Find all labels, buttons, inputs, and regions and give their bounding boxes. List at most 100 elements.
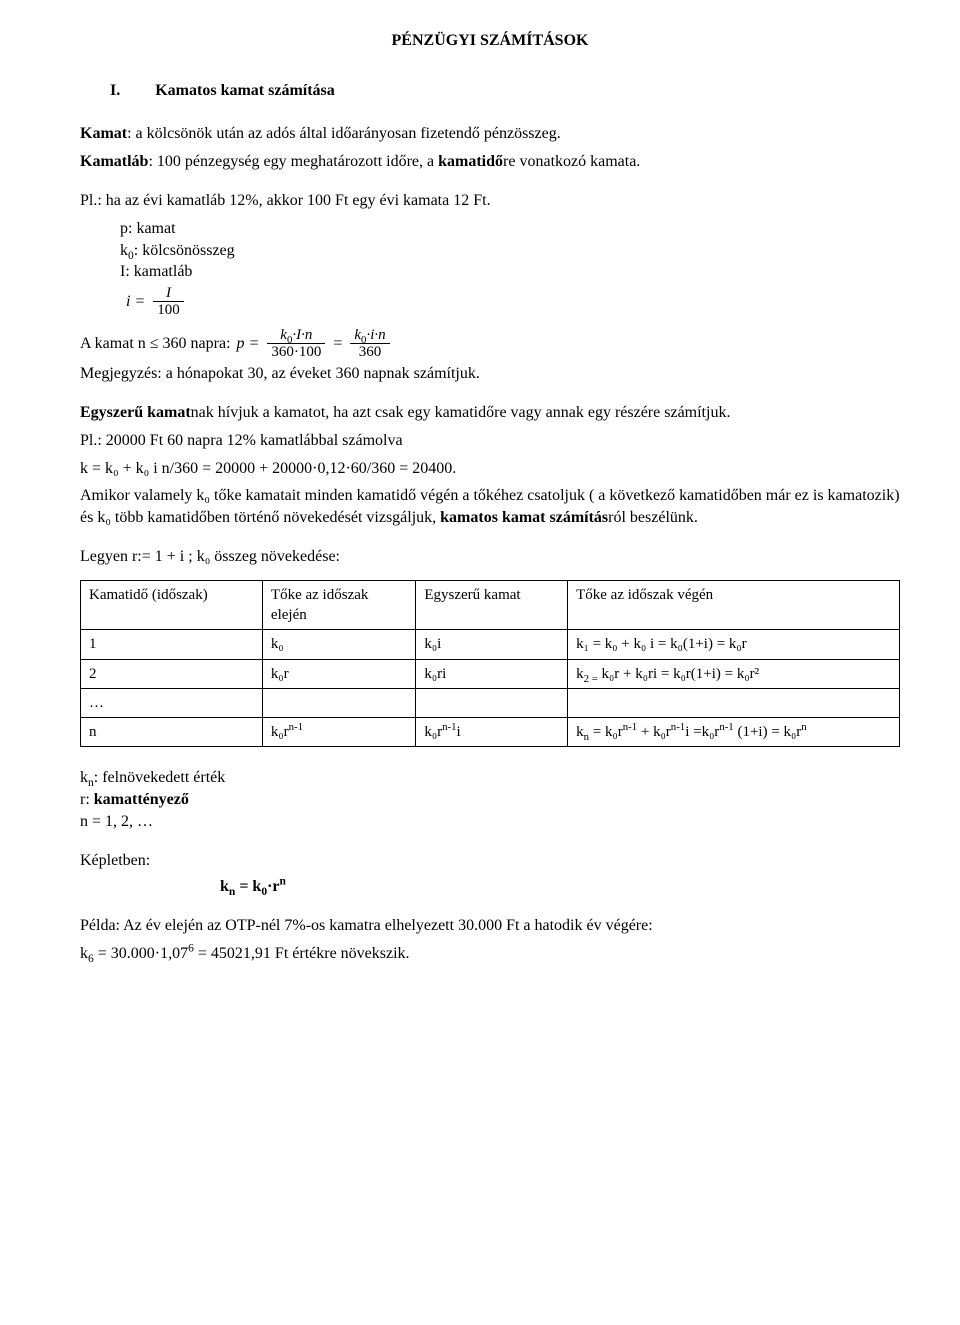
fraction2: k0·i·n 360	[350, 327, 389, 361]
numerator: k0·i·n	[350, 327, 389, 345]
equation-p: A kamat n ≤ 360 napra: p = k0·I·n 360·10…	[80, 325, 900, 363]
term-kamatlab: Kamatláb	[80, 153, 148, 170]
term: Egyszerű kamat	[80, 404, 191, 421]
cell: k₀	[262, 630, 415, 659]
term-kamat: Kamat	[80, 125, 127, 142]
cell: …	[81, 688, 263, 717]
text: ·r	[267, 878, 279, 895]
page-title: PÉNZÜGYI SZÁMÍTÁSOK	[80, 30, 900, 52]
table-header-row: Kamatidő (időszak) Tőke az időszak elejé…	[81, 580, 900, 630]
sup: n-1	[623, 721, 637, 733]
pre-text: A kamat n ≤ 360 napra:	[80, 333, 231, 355]
cell: kn = k₀rn-1 + k₀rn-1i =k₀rn-1 (1+i) = k₀…	[568, 718, 900, 747]
text: i =k₀r	[685, 724, 719, 740]
section-title: Kamatos kamat számítása	[155, 80, 335, 102]
table-row: n k₀rn-1 k₀rn-1i kn = k₀rn-1 + k₀rn-1i =…	[81, 718, 900, 747]
simple-kamat-p2: Pl.: 20000 Ft 60 napra 12% kamatlábbal s…	[80, 430, 900, 452]
cell: k₀ri	[416, 659, 568, 688]
th-simple: Egyszerű kamat	[416, 580, 568, 630]
cell: k2 = k₀r + k₀ri = k₀r(1+i) = k₀r²	[568, 659, 900, 688]
text: : kölcsönösszeg	[134, 242, 235, 259]
cell: k₀i	[416, 630, 568, 659]
kepletben-label: Képletben:	[80, 850, 900, 872]
text: k	[280, 327, 287, 343]
def-i: I: kamatláb	[120, 261, 900, 283]
after-l1: kn: felnövekedett érték	[80, 767, 900, 789]
definitions: p: kamat k0: kölcsönösszeg I: kamatláb i…	[80, 218, 900, 321]
text: k₀r + k₀ri = k₀r(1+i) = k₀r²	[598, 666, 759, 682]
cell: 1	[81, 630, 263, 659]
lhs: p =	[237, 333, 260, 355]
text: : 100 pénzegység egy meghatározott időre…	[148, 153, 438, 170]
text: ról beszélünk.	[608, 509, 698, 526]
equals: =	[333, 333, 342, 355]
kamat-table: Kamatidő (időszak) Tőke az időszak elejé…	[80, 580, 900, 748]
intro-kamat: Kamat: a kölcsönök után az adós által id…	[80, 123, 900, 145]
cell	[416, 688, 568, 717]
simple-kamat-p4: Amikor valamely k₀ tőke kamatait minden …	[80, 485, 900, 528]
cell: k₀r	[262, 659, 415, 688]
def-k0: k0: kölcsönösszeg	[120, 240, 900, 262]
fraction: I 100	[153, 285, 184, 319]
text: k₀r	[271, 724, 289, 740]
table-row: …	[81, 688, 900, 717]
cell: 2	[81, 659, 263, 688]
intro-kamatlab: Kamatláb: 100 pénzegység egy meghatározo…	[80, 151, 900, 173]
text: elején	[271, 607, 307, 623]
cell	[568, 688, 900, 717]
cell: k₀rn-1	[262, 718, 415, 747]
sup: n-1	[289, 721, 303, 733]
numerator: I	[153, 285, 184, 303]
sup: n	[801, 721, 806, 733]
text: = 30.000·1,07	[94, 945, 188, 962]
text: ·I·n	[292, 327, 312, 343]
lhs: i =	[126, 291, 145, 313]
text: + k₀r	[637, 724, 671, 740]
pelda-p2: k6 = 30.000·1,076 = 45021,91 Ft értékre …	[80, 943, 900, 965]
cell: k₁ = k₀ + k₀ i = k₀(1+i) = k₀r	[568, 630, 900, 659]
table-row: 1 k₀ k₀i k₁ = k₀ + k₀ i = k₀(1+i) = k₀r	[81, 630, 900, 659]
denominator: 360	[350, 344, 389, 361]
text: Tőke az időszak	[271, 587, 368, 603]
sup: n-1	[442, 721, 456, 733]
pelda-p1: Példa: Az év elején az OTP-nél 7%-os kam…	[80, 915, 900, 937]
text: re vonatkozó kamata.	[503, 153, 640, 170]
text: k	[120, 242, 128, 259]
def-p: p: kamat	[120, 218, 900, 240]
text: k	[80, 945, 88, 962]
th-start: Tőke az időszak elején	[262, 580, 415, 630]
text: k	[80, 769, 88, 786]
text: : a kölcsönök után az adós által időarán…	[127, 125, 561, 142]
text: k	[576, 724, 584, 740]
after-l2: r: kamattényező	[80, 789, 900, 811]
simple-kamat-p1: Egyszerű kamatnak hívjuk a kamatot, ha a…	[80, 402, 900, 424]
denominator: 360·100	[267, 344, 325, 361]
text: r:	[80, 791, 94, 808]
sup: n-1	[671, 721, 685, 733]
section-number: I.	[110, 80, 120, 102]
cell: k₀rn-1i	[416, 718, 568, 747]
text: k₀r	[424, 724, 442, 740]
text: nak hívjuk a kamatot, ha azt csak egy ka…	[191, 404, 731, 421]
sup: n	[280, 875, 286, 887]
fraction1: k0·I·n 360·100	[267, 327, 325, 361]
text: = k	[235, 878, 261, 895]
sup: n-1	[719, 721, 733, 733]
th-period: Kamatidő (időszak)	[81, 580, 263, 630]
equation-i: i = I 100	[126, 283, 900, 321]
term: kamattényező	[94, 791, 189, 808]
cell: n	[81, 718, 263, 747]
text: ·i·n	[366, 327, 385, 343]
numerator: k0·I·n	[267, 327, 325, 345]
sub: 2 =	[584, 673, 598, 685]
text: : felnövekedett érték	[94, 769, 226, 786]
term-kamatido: kamatidő	[438, 153, 503, 170]
simple-kamat-p3: k = k₀ + k₀ i n/360 = 20000 + 20000·0,12…	[80, 458, 900, 480]
legyen: Legyen r:= 1 + i ; k₀ összeg növekedése:	[80, 546, 900, 568]
text: = 45021,91 Ft értékre növekszik.	[194, 945, 410, 962]
cell	[262, 688, 415, 717]
table-row: 2 k₀r k₀ri k2 = k₀r + k₀ri = k₀r(1+i) = …	[81, 659, 900, 688]
text: (1+i) = k₀r	[734, 724, 802, 740]
main-formula: kn = k0·rn	[220, 876, 900, 898]
after-l3: n = 1, 2, …	[80, 811, 900, 833]
